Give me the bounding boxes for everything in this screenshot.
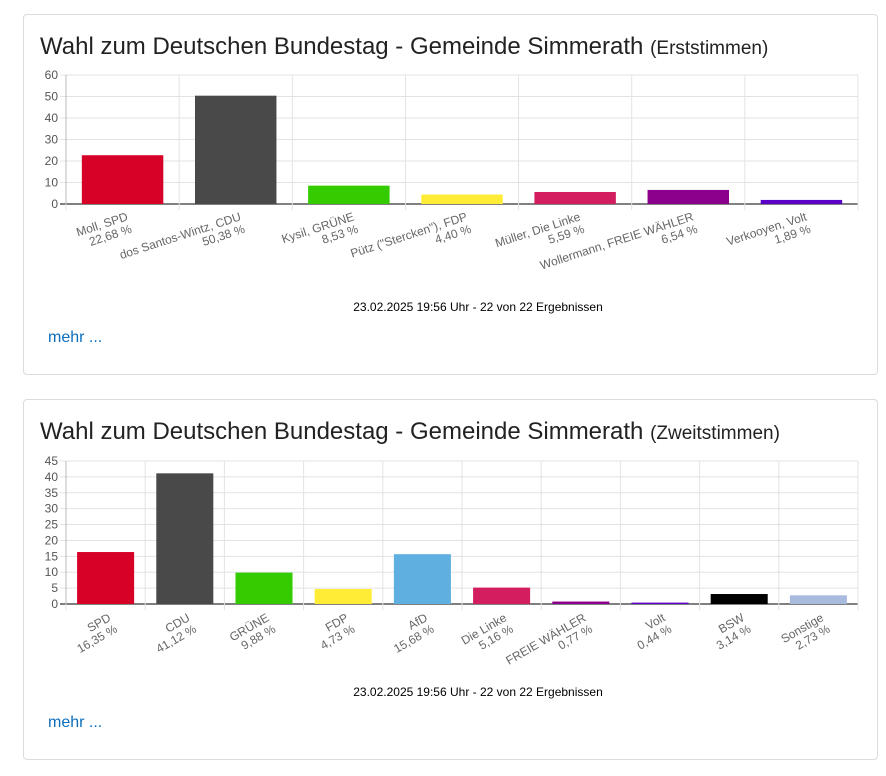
y-tick-label: 10 xyxy=(45,176,59,190)
y-tick-label: 30 xyxy=(45,502,59,516)
title-subtitle: (Erststimmen) xyxy=(650,38,769,59)
y-tick-label: 0 xyxy=(51,197,58,211)
category-label: FDP4,73 % xyxy=(311,610,357,652)
bar xyxy=(77,552,135,604)
bar xyxy=(314,588,372,604)
category-label: AfD15,68 % xyxy=(385,610,437,656)
bar xyxy=(647,189,730,204)
chart-footnote: 23.02.2025 19:56 Uhr - 22 von 22 Ergebni… xyxy=(353,300,603,314)
title-subtitle: (Zweitstimmen) xyxy=(650,423,780,444)
y-tick-label: 50 xyxy=(45,90,59,104)
y-tick-label: 30 xyxy=(45,133,59,147)
y-tick-label: 45 xyxy=(45,454,59,468)
category-label: Sonstige2,73 % xyxy=(778,610,832,657)
category-label: Volt0,44 % xyxy=(628,610,674,652)
category-label: Pütz ("Stercken"), FDP4,40 % xyxy=(349,209,474,272)
category-label: FREIE WÄHLER0,77 % xyxy=(503,610,595,679)
category-label: Verkooyen, Volt1,89 % xyxy=(725,209,813,261)
category-label: BSW3,14 % xyxy=(707,610,753,652)
y-tick-label: 20 xyxy=(45,533,59,547)
bar xyxy=(552,601,610,604)
y-tick-label: 20 xyxy=(45,154,59,168)
bar xyxy=(789,595,847,604)
y-tick-label: 10 xyxy=(45,565,59,579)
category-label: SPD16,35 % xyxy=(68,610,120,656)
y-tick-label: 15 xyxy=(45,549,59,563)
y-tick-label: 60 xyxy=(45,68,59,82)
card-title: Wahl zum Deutschen Bundestag - Gemeinde … xyxy=(40,416,780,450)
bar xyxy=(710,594,768,604)
y-tick-label: 25 xyxy=(45,518,59,532)
card-title: Wahl zum Deutschen Bundestag - Gemeinde … xyxy=(40,31,768,65)
y-tick-label: 40 xyxy=(45,111,59,125)
grid xyxy=(60,74,859,210)
bar xyxy=(235,572,293,604)
category-label: GRÜNE9,88 % xyxy=(227,610,278,655)
category-label: CDU41,12 % xyxy=(147,610,199,656)
category-label: dos Santos-Wintz, CDU50,38 % xyxy=(118,209,247,274)
title-text: Wahl zum Deutschen Bundestag - Gemeinde … xyxy=(40,418,644,445)
bar xyxy=(631,602,689,604)
y-tick-label: 40 xyxy=(45,470,59,484)
bar xyxy=(473,587,531,604)
bar xyxy=(534,191,616,204)
bar xyxy=(156,473,214,604)
category-label: Die Linke5,16 % xyxy=(459,610,516,659)
bar xyxy=(81,155,164,204)
bar xyxy=(760,199,843,204)
more-link[interactable]: mehr ... xyxy=(48,714,103,731)
category-label: Kysil, GRÜNE8,53 % xyxy=(280,209,360,258)
zweitstimmen-card: Wahl zum Deutschen Bundestag - Gemeinde … xyxy=(23,399,878,760)
more-link[interactable]: mehr ... xyxy=(48,329,103,346)
y-tick-label: 5 xyxy=(51,581,58,595)
title-text: Wahl zum Deutschen Bundestag - Gemeinde … xyxy=(40,33,644,60)
y-tick-label: 35 xyxy=(45,486,59,500)
erststimmen-card: Wahl zum Deutschen Bundestag - Gemeinde … xyxy=(23,14,878,375)
y-tick-label: 0 xyxy=(51,597,58,611)
bar xyxy=(308,185,390,204)
bar xyxy=(421,194,503,204)
chart-footnote: 23.02.2025 19:56 Uhr - 22 von 22 Ergebni… xyxy=(353,685,603,699)
bar xyxy=(194,95,277,204)
zweitstimmen-bar-chart: 0 5 10 15 2025 30 35 40 45 SPD16,35 % CDU41,12 % GR… xyxy=(45,454,859,699)
bar xyxy=(393,554,451,604)
